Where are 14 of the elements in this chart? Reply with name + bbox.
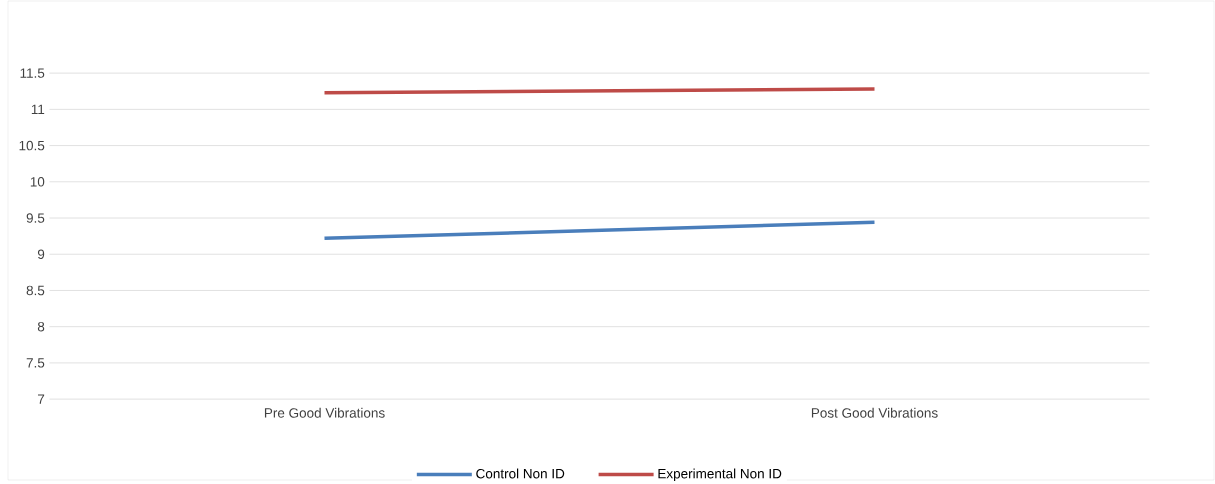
x-tick-label: Pre Good Vibrations (264, 407, 385, 418)
y-tick-label: 9.5 (26, 213, 45, 223)
y-tick-label: 8.5 (26, 285, 45, 296)
y-tick-label: 10.5 (19, 140, 45, 151)
y-tick-label: 11.5 (20, 68, 45, 78)
y-tick-label: 10 (30, 176, 45, 187)
legend-label: Experimental Non ID (658, 468, 782, 481)
y-tick-label: 8 (37, 321, 45, 332)
y-tick-label: 7.5 (26, 358, 45, 368)
legend-label: Control Non ID (476, 468, 565, 479)
y-tick-label: 9 (37, 249, 45, 259)
y-tick-label: 11 (31, 104, 45, 114)
x-tick-label: Post Good Vibrations (811, 407, 938, 418)
y-tick-label: 7 (38, 394, 45, 404)
